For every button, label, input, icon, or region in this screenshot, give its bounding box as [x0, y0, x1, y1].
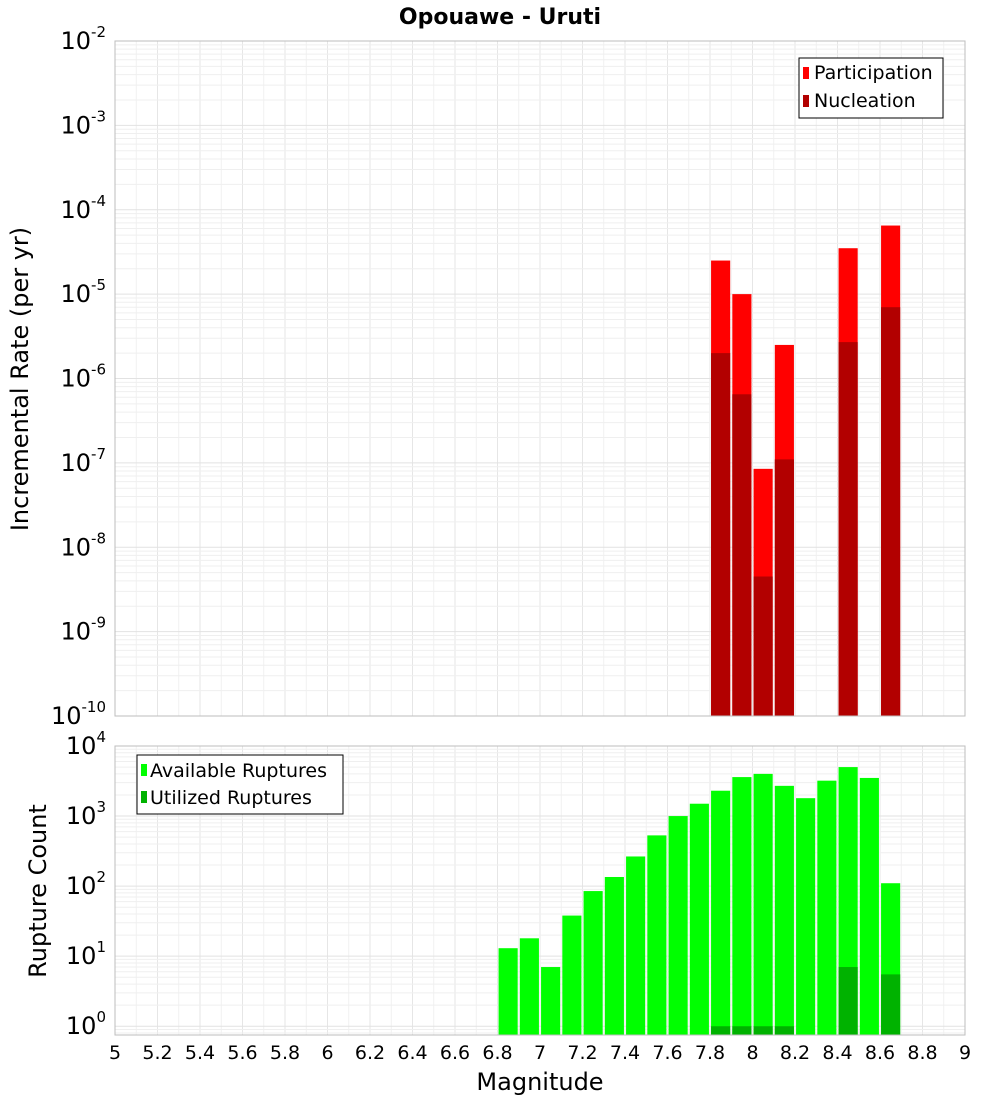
x-tick-label: 5.8: [270, 1042, 300, 1064]
y-tick-label: 104: [66, 728, 106, 760]
x-tick-label: 8.4: [822, 1042, 852, 1064]
x-tick-label: 6.4: [397, 1042, 427, 1064]
rupture-count-plot: 100 101 102 103 104 5 5.2 5.4 5.6 5.8 6 6.2 6.4 6.6 6…: [24, 728, 971, 1096]
rupture-bar-available: [626, 856, 646, 1035]
rupture-bar-available: [668, 816, 688, 1035]
y-tick-label: 102: [66, 868, 106, 900]
rate-bar-nucleation: [753, 576, 773, 716]
rupture-bar-utilized: [838, 967, 858, 1035]
rupture-legend: Available Ruptures Utilized Ruptures: [136, 754, 344, 815]
rate-plot: 10-10 10-9 10-8 10-7 10-6 10-5 10-4 10-3 10-2 In…: [6, 23, 966, 730]
x-tick-label: 8.6: [865, 1042, 895, 1064]
x-tick-label: 5.2: [142, 1042, 172, 1064]
x-tick-label: 5.4: [185, 1042, 215, 1064]
y-tick-label: 101: [66, 938, 106, 970]
participation-legend-swatch: [803, 67, 809, 79]
x-tick-label: 8: [746, 1042, 758, 1064]
x-tick-label: 7.2: [567, 1042, 597, 1064]
rate-bar-nucleation: [881, 307, 901, 716]
x-tick-label: 6: [321, 1042, 333, 1064]
rupture-bar-available: [711, 790, 731, 1035]
x-tick-label: 5.6: [227, 1042, 257, 1064]
rate-bar-nucleation: [732, 394, 752, 716]
rate-bar-nucleation: [711, 353, 731, 716]
x-tick-label: 8.2: [780, 1042, 810, 1064]
rate-legend: Participation Nucleation: [798, 57, 944, 119]
x-tick-label: 6.6: [440, 1042, 470, 1064]
nucleation-legend-swatch: [803, 95, 809, 107]
magnitude-x-ticks: 5 5.2 5.4 5.6 5.8 6 6.2 6.4 6.6 6.8 7 7.2 7.4 7.6 7.8 8…: [109, 1042, 971, 1064]
y-tick-label: 10-9: [60, 614, 106, 646]
rupture-bar-available: [562, 915, 582, 1035]
rupture-bar-available: [689, 803, 709, 1035]
rate-bars: [711, 225, 901, 717]
nucleation-legend-label: Nucleation: [814, 90, 916, 112]
rupture-bar-available: [583, 891, 603, 1035]
rupture-bar-utilized: [774, 1026, 794, 1035]
rupture-bar-available: [647, 835, 667, 1035]
rupture-bar-available: [774, 785, 794, 1035]
y-tick-label: 10-4: [60, 192, 106, 224]
rupture-bar-utilized: [711, 1026, 731, 1035]
rupture-bar-available: [753, 773, 773, 1035]
rupture-y-axis-label: Rupture Count: [24, 804, 52, 978]
x-tick-label: 5: [109, 1042, 121, 1064]
rupture-bar-utilized: [753, 1026, 773, 1035]
rupture-bar-available: [732, 777, 752, 1035]
rate-y-axis-label: Incremental Rate (per yr): [6, 227, 34, 531]
utilized-legend-label: Utilized Ruptures: [150, 787, 312, 809]
x-tick-label: 7.8: [695, 1042, 725, 1064]
rate-plot-border: [114, 40, 966, 717]
utilized-legend-swatch: [141, 791, 147, 803]
rupture-bar-utilized: [732, 1026, 752, 1035]
y-tick-label: 10-7: [60, 445, 106, 477]
rupture-bar-utilized: [881, 974, 901, 1035]
available-legend-label: Available Ruptures: [150, 760, 327, 782]
rupture-bar-available: [817, 780, 837, 1035]
y-tick-label: 10-3: [60, 107, 106, 139]
rupture-bar-available: [519, 938, 539, 1035]
rate-legend-box: [798, 57, 944, 119]
rupture-bars: [498, 767, 901, 1035]
rupture-bar-available: [859, 777, 879, 1035]
rupture-plot-border: [114, 745, 966, 1036]
available-legend-swatch: [141, 764, 147, 776]
rupture-bar-available: [541, 967, 561, 1035]
x-tick-label: 9: [959, 1042, 971, 1064]
x-tick-label: 7: [534, 1042, 546, 1064]
y-tick-label: 10-5: [60, 276, 106, 308]
y-tick-label: 103: [66, 798, 106, 830]
y-tick-label: 100: [66, 1008, 106, 1040]
x-tick-label: 8.8: [907, 1042, 937, 1064]
x-tick-label: 6.8: [482, 1042, 512, 1064]
y-tick-label: 10-8: [60, 529, 106, 561]
x-tick-label: 7.6: [652, 1042, 682, 1064]
rate-gridlines: [114, 40, 966, 717]
rate-y-ticks: 10-10 10-9 10-8 10-7 10-6 10-5 10-4 10-3 10-2: [51, 23, 106, 730]
x-tick-label: 7.4: [610, 1042, 640, 1064]
x-axis-label: Magnitude: [476, 1068, 603, 1096]
rate-bar-nucleation: [774, 459, 794, 716]
rate-bar-nucleation: [838, 342, 858, 716]
y-tick-label: 10-6: [60, 361, 106, 393]
rupture-bar-available: [796, 798, 816, 1035]
rupture-y-ticks: 100 101 102 103 104: [66, 728, 106, 1040]
rupture-bar-available: [604, 876, 624, 1035]
y-tick-label: 10-2: [60, 23, 106, 55]
x-tick-label: 6.2: [355, 1042, 385, 1064]
chart-title: Opouawe - Uruti: [399, 5, 601, 30]
rupture-bar-available: [498, 948, 518, 1035]
participation-legend-label: Participation: [814, 62, 933, 84]
rupture-legend-box: [136, 754, 344, 815]
y-tick-label: 10-10: [51, 698, 106, 730]
